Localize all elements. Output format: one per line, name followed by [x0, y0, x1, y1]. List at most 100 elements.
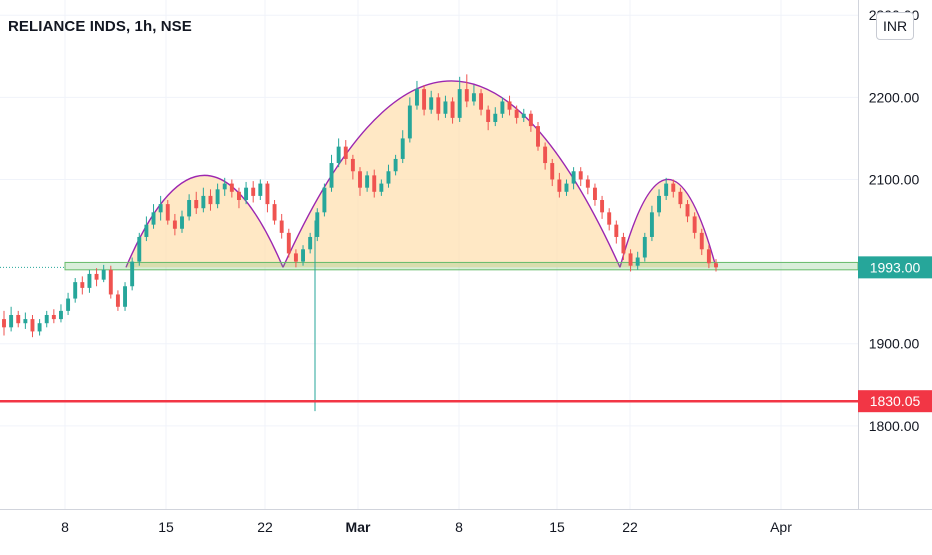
candle-body	[158, 204, 163, 213]
candle-body	[44, 314, 49, 324]
candle-body	[123, 286, 127, 307]
candle-body	[343, 146, 348, 159]
candle-body	[521, 113, 526, 118]
candle-body	[692, 216, 697, 233]
candle-body	[322, 187, 327, 213]
candle-body	[265, 183, 270, 205]
candle-body	[657, 195, 661, 213]
candle-body	[329, 163, 334, 188]
x-tick-label: 8	[455, 519, 463, 535]
currency-button[interactable]: INR	[876, 12, 914, 40]
candle-body	[229, 183, 234, 192]
candle-body	[664, 183, 669, 196]
candle-body	[16, 314, 21, 324]
candle-body	[415, 89, 419, 106]
candle-body	[614, 224, 619, 237]
candle-body	[422, 89, 427, 110]
candle-body	[393, 158, 398, 172]
candle-body	[66, 298, 71, 311]
y-tick-label: 2100.00	[869, 171, 920, 187]
candle-body	[706, 249, 711, 264]
candle-body	[699, 232, 704, 250]
candle-body	[115, 294, 120, 307]
candle-body	[450, 101, 455, 118]
candle-body	[272, 204, 277, 221]
candle-body	[251, 187, 256, 196]
x-tick-label: 8	[61, 519, 69, 535]
candle-body	[379, 183, 384, 192]
candle-body	[628, 253, 633, 266]
symbol-title: RELIANCE INDS, 1h, NSE	[8, 18, 192, 35]
y-tick-label: 1900.00	[869, 336, 920, 352]
candle-body	[429, 97, 434, 110]
candle-body	[578, 171, 583, 180]
candle-body	[635, 257, 640, 266]
candle-body	[457, 89, 462, 118]
candle-body	[9, 314, 14, 328]
candle-body	[514, 109, 519, 118]
candle-body	[37, 323, 42, 332]
candle-body	[59, 310, 63, 320]
candle-body	[315, 212, 320, 237]
candle-body	[101, 269, 106, 280]
candle-body	[215, 189, 220, 205]
candle-body	[201, 195, 206, 209]
line-price-label: 1830.05	[870, 393, 921, 409]
candle-body	[607, 212, 612, 225]
candle-body	[108, 269, 113, 295]
candle-body	[237, 191, 241, 201]
x-tick-label: Apr	[770, 519, 792, 535]
candle-body	[585, 179, 590, 188]
x-tick-label: 15	[549, 519, 565, 535]
candle-body	[222, 183, 227, 190]
support-zone	[64, 261, 859, 271]
price-labels: 1993.00 1830.05	[858, 256, 932, 413]
candle-body	[279, 220, 284, 233]
candle-body	[407, 105, 412, 139]
candle-body	[336, 146, 341, 164]
candle-body	[507, 101, 512, 110]
candle-body	[500, 101, 505, 114]
candle-body	[194, 200, 199, 209]
candle-body	[714, 263, 718, 268]
candle-body	[137, 236, 142, 262]
candle-body	[80, 282, 85, 288]
line-price-label-bg	[858, 390, 932, 413]
candle-body	[172, 220, 177, 229]
candle-body	[479, 93, 483, 110]
candle-body	[678, 191, 683, 205]
x-tick-label: Mar	[346, 519, 371, 535]
candles	[2, 74, 718, 412]
candle-body	[621, 236, 626, 254]
candle-body	[464, 89, 469, 102]
candle-body	[308, 236, 313, 250]
candle-body	[30, 319, 35, 332]
candle-body	[649, 212, 654, 237]
x-tick-label: 22	[622, 519, 638, 535]
y-tick-label: 2200.00	[869, 89, 920, 105]
candle-body	[301, 249, 305, 262]
candle-body	[386, 171, 391, 184]
candle-body	[87, 273, 92, 288]
candle-body	[258, 183, 263, 196]
candle-body	[130, 261, 135, 287]
candle-body	[151, 212, 156, 225]
candle-body	[436, 97, 441, 114]
candle-body	[471, 93, 476, 102]
x-tick-label: 15	[158, 519, 174, 535]
candle-body	[165, 204, 170, 221]
candle-body	[685, 204, 690, 217]
candle-body	[180, 216, 184, 229]
y-tick-label: 1800.00	[869, 418, 920, 434]
candle-body	[493, 113, 498, 122]
candle-body	[536, 126, 540, 147]
candle-body	[144, 224, 149, 237]
candle-body	[286, 232, 291, 254]
candle-body	[2, 319, 6, 328]
candle-body	[486, 109, 491, 122]
candle-body	[365, 175, 370, 188]
candle-body	[443, 101, 448, 114]
right-shoulder-arc	[619, 179, 717, 268]
